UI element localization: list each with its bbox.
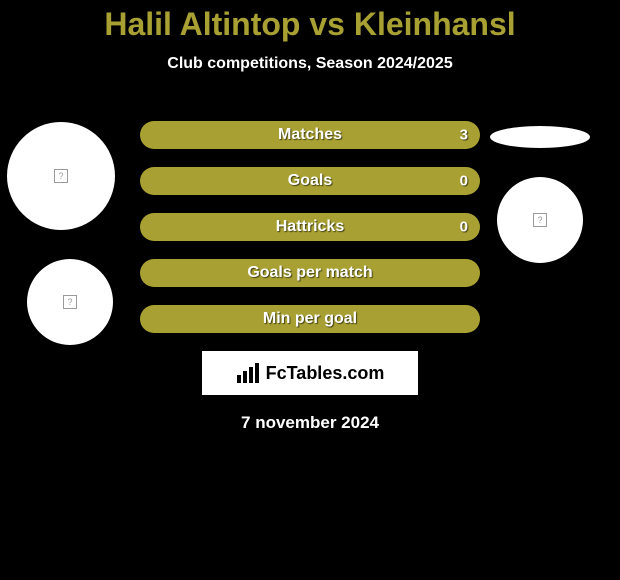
stat-label: Hattricks bbox=[276, 218, 344, 236]
stat-bar-hattricks: Hattricks 0 bbox=[140, 213, 480, 241]
logo-box: FcTables.com bbox=[202, 351, 418, 395]
stat-bar-matches: Matches 3 bbox=[140, 121, 480, 149]
title-text: Halil Altintop vs Kleinhansl bbox=[104, 6, 515, 42]
stat-bar-min-per-goal: Min per goal bbox=[140, 305, 480, 333]
avatar-left-bottom: ? bbox=[27, 259, 113, 345]
stat-value: 0 bbox=[460, 219, 468, 236]
stat-label: Min per goal bbox=[263, 310, 357, 328]
avatar-left-top: ? bbox=[7, 122, 115, 230]
avatar-right-oval bbox=[490, 126, 590, 148]
stat-label: Goals bbox=[288, 172, 332, 190]
stat-label: Matches bbox=[278, 126, 342, 144]
stat-bar-goals-per-match: Goals per match bbox=[140, 259, 480, 287]
date-text: 7 november 2024 bbox=[0, 413, 620, 433]
stat-bars: Matches 3 Goals 0 Hattricks 0 Goals per … bbox=[140, 121, 480, 333]
placeholder-icon: ? bbox=[54, 169, 68, 183]
logo: FcTables.com bbox=[236, 363, 385, 384]
avatar-right-circle: ? bbox=[497, 177, 583, 263]
logo-bars-icon bbox=[236, 363, 262, 383]
logo-text: FcTables.com bbox=[266, 363, 385, 384]
placeholder-icon: ? bbox=[63, 295, 77, 309]
subtitle: Club competitions, Season 2024/2025 bbox=[0, 55, 620, 73]
stat-value: 3 bbox=[460, 127, 468, 144]
placeholder-icon: ? bbox=[533, 213, 547, 227]
stat-label: Goals per match bbox=[247, 264, 372, 282]
stat-bar-goals: Goals 0 bbox=[140, 167, 480, 195]
stat-value: 0 bbox=[460, 173, 468, 190]
page-title: Halil Altintop vs Kleinhansl bbox=[0, 0, 620, 43]
